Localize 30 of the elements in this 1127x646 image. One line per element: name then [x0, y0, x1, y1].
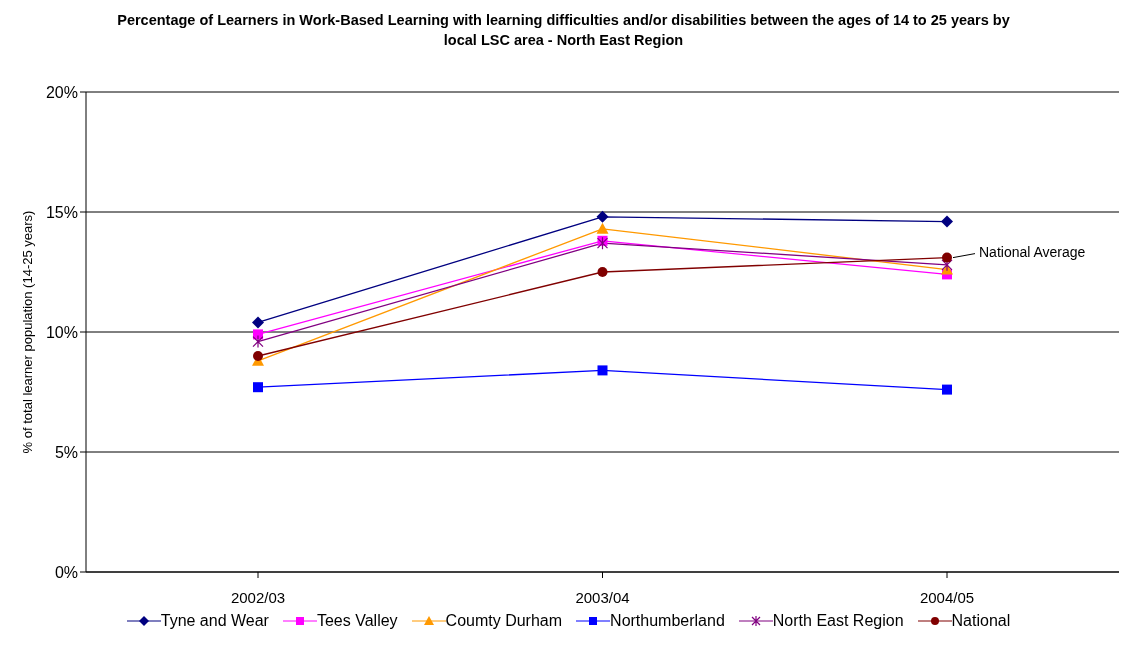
y-tick-label: 10%	[45, 323, 78, 341]
point	[597, 267, 608, 277]
point	[941, 258, 953, 272]
legend-label: National	[951, 612, 1011, 630]
point	[253, 351, 263, 361]
point	[941, 215, 953, 228]
y-axis-title: % of total learner population (14-25 years)	[19, 210, 35, 454]
point	[942, 252, 952, 263]
point	[252, 335, 264, 349]
point	[252, 316, 264, 329]
point	[597, 365, 608, 376]
x-tick-label: 2002/03	[230, 588, 286, 606]
point	[942, 384, 952, 395]
legend-label: Tyne and Wear	[160, 612, 269, 630]
legend-label: North East Region	[772, 612, 904, 630]
x-tick-label: 2003/04	[575, 588, 630, 606]
point	[596, 210, 609, 223]
y-tick-label: 5%	[54, 443, 78, 461]
y-tick-label: 20%	[45, 83, 78, 101]
legend-label: Tees Valley	[316, 612, 398, 630]
annotation: National Average	[979, 244, 1086, 261]
point	[253, 382, 263, 393]
legend-label: Coumty Durham	[445, 612, 563, 630]
legend-label: Northumberland	[610, 612, 725, 630]
x-tick-label: 2004/05	[919, 588, 975, 606]
y-tick-label: 15%	[45, 203, 78, 221]
point	[596, 222, 609, 234]
point	[596, 236, 609, 250]
chart-title: Percentage of Learners in Work-Based Learning with learning difficulties and/or disabilities between the ages of 14 to 25 years by local LSC area - North East Region	[116, 11, 1011, 50]
y-tick-label: 0%	[54, 563, 78, 581]
